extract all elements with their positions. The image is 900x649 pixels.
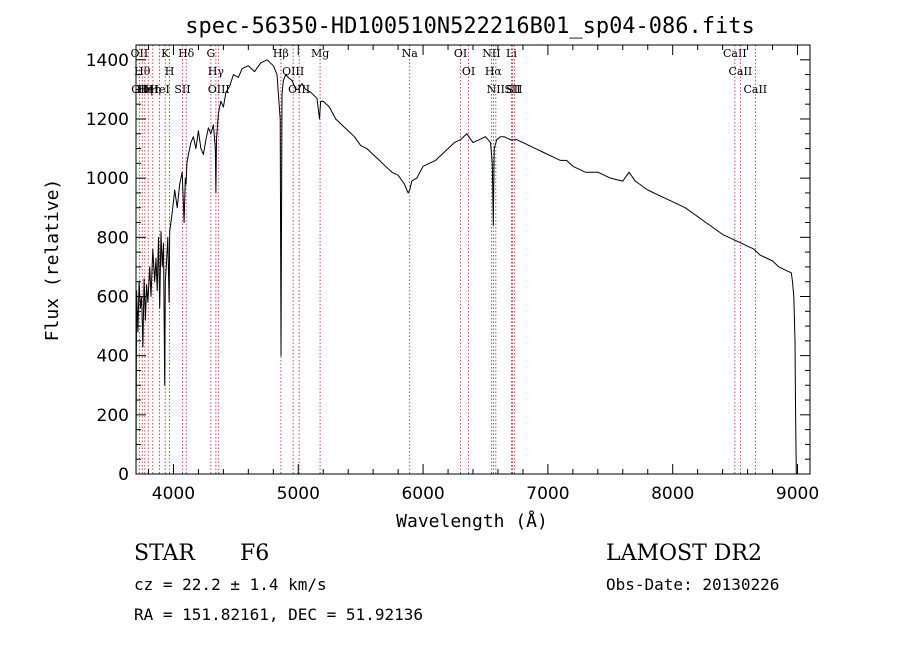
y-tick-label: 200 — [97, 406, 129, 426]
ra-dec-coordinates: RA = 151.82161, DEC = 51.92136 — [134, 605, 423, 624]
series-group — [136, 60, 796, 474]
spectral-line-label: OII — [131, 47, 149, 60]
object-class: STAR — [134, 541, 196, 566]
spectral-line-label: Hβ — [273, 47, 289, 60]
chart-title: spec-56350-HD100510N522216B01_sp04-086.f… — [185, 14, 755, 39]
redshift-cz: cz = 22.2 ± 1.4 km/s — [134, 575, 327, 594]
spectral-line-label: CaII — [743, 83, 767, 96]
y-tick-label: 400 — [97, 347, 129, 367]
survey-name: LAMOST DR2 — [606, 541, 762, 566]
y-tick-label: 1200 — [86, 110, 129, 130]
x-tick-label: 6000 — [401, 484, 444, 504]
y-tick-label: 800 — [97, 228, 129, 248]
spectral-line-label: SII — [506, 83, 522, 96]
y-tick-label: 1400 — [86, 51, 129, 71]
y-tick-label: 600 — [97, 287, 129, 307]
spectral-line-label: Hδ — [178, 47, 195, 60]
spectral-line-label: H — [165, 65, 175, 78]
spectral-line-label: Hγ — [208, 65, 225, 78]
spectral-line-label: Na — [402, 47, 419, 60]
spectral-line-label: Mg — [311, 47, 329, 60]
spectral-line-label: G — [206, 47, 215, 60]
spectral-line-label: NII — [487, 83, 505, 96]
y-tick-label: 1000 — [86, 169, 129, 189]
observation-date: Obs-Date: 20130226 — [606, 575, 779, 594]
y-axis-label: Flux (relative) — [42, 179, 63, 342]
x-tick-label: 4000 — [152, 484, 195, 504]
spectral-line-label: OI — [454, 47, 467, 60]
plot-frame — [136, 45, 810, 474]
x-tick-label: 8000 — [651, 484, 694, 504]
spectral-line-label: HeI — [149, 83, 169, 96]
spectral-line-label: OI — [462, 65, 475, 78]
spectral-line-label: CaII — [729, 65, 753, 78]
spectral-line-label: K — [161, 47, 170, 60]
x-axis-label: Wavelength (Å) — [396, 510, 548, 532]
spectral-line-label: Li — [506, 47, 517, 60]
spectral-line-label: SII — [174, 83, 190, 96]
x-tick-label: 5000 — [277, 484, 320, 504]
spectral-line-label: Hα — [485, 65, 503, 78]
x-tick-label: 7000 — [526, 484, 569, 504]
y-tick-label: 0 — [118, 465, 129, 485]
spectral-line-label: CaII — [723, 47, 747, 60]
x-tick-label: 9000 — [776, 484, 819, 504]
spectral-line-label: OIII — [208, 83, 230, 96]
object-subclass: F6 — [240, 541, 269, 566]
spectrum-line — [136, 60, 796, 474]
axes: 4000 5000 6000 7000 8000 9000 0 200 400 600 800 100… — [86, 45, 819, 504]
